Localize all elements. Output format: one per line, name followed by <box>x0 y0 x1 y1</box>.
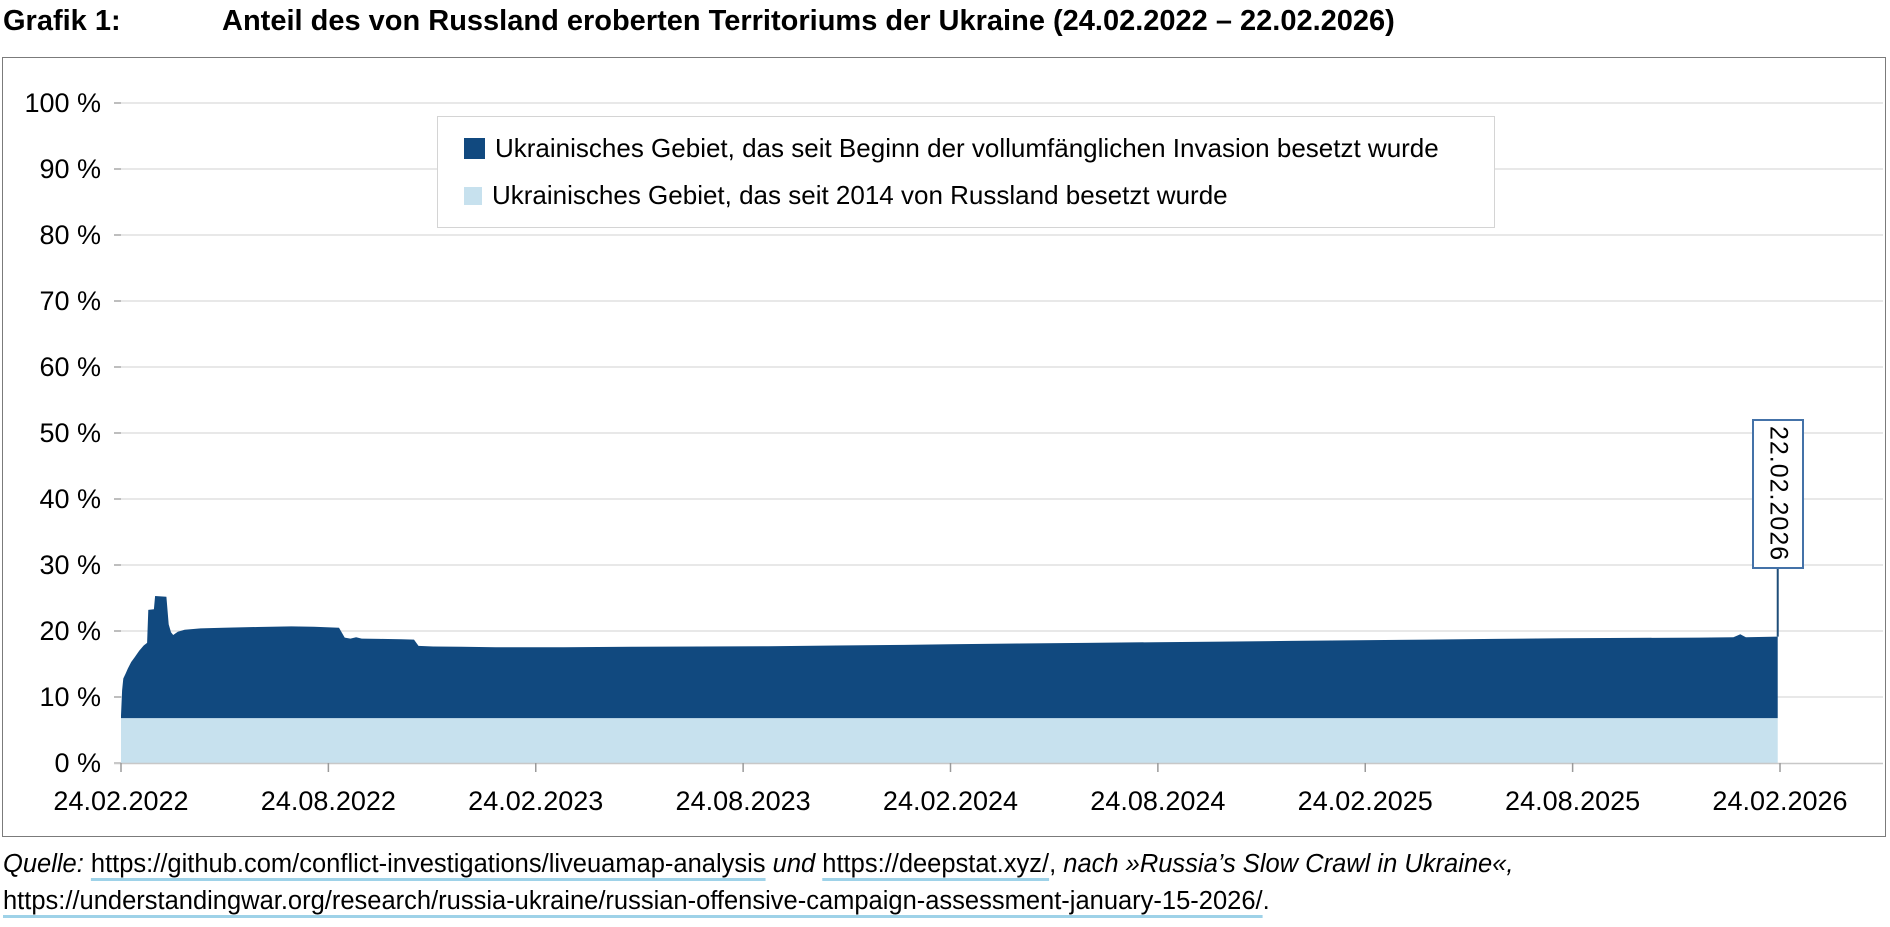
chart-plot: 24.02.2022 24.08.2022 24.02.2023 24.08.2023… <box>24 88 1883 816</box>
y-tick-label: 20 % <box>39 616 101 646</box>
chart-frame: 24.02.2022 24.08.2022 24.02.2023 24.08.2023… <box>2 57 1886 837</box>
area-occupied-since-invasion <box>121 596 1778 719</box>
source-link-deepstat[interactable]: https://deepstat.xyz/ <box>822 850 1050 878</box>
y-tick-label: 100 % <box>24 88 101 118</box>
end-date-annotation: 22.02.2026 <box>1752 419 1804 569</box>
x-tick-label: 24.02.2022 <box>53 786 188 816</box>
legend-swatch-light-blue <box>464 186 482 205</box>
area-occupied-since-2014 <box>121 718 1778 763</box>
y-tick-label: 70 % <box>39 286 101 316</box>
source-conjunction: und <box>772 850 816 878</box>
source-prefix: Quelle: <box>3 850 84 878</box>
x-tick-label: 24.02.2025 <box>1298 786 1433 816</box>
source-terminator: . <box>1262 887 1270 915</box>
y-tick-label: 40 % <box>39 484 101 514</box>
y-tick-label: 30 % <box>39 550 101 580</box>
chart-title: Grafik 1: Anteil des von Russland erobert… <box>3 5 1395 38</box>
y-tick-label: 10 % <box>39 682 101 712</box>
legend-item-invasion: Ukrainisches Gebiet, das seit Beginn der… <box>464 133 1494 164</box>
legend-label: Ukrainisches Gebiet, das seit Beginn der… <box>495 133 1439 163</box>
y-tick-label: 0 % <box>54 748 101 778</box>
x-tick-label: 24.02.2023 <box>468 786 603 816</box>
legend-swatch-dark-blue <box>464 138 485 159</box>
source-note: Quelle: https://github.com/conflict-inve… <box>3 846 1887 920</box>
y-tick-label: 80 % <box>39 220 101 250</box>
chart-title-label: Grafik 1: <box>3 5 121 37</box>
chart-title-text: Anteil des von Russland eroberten Territ… <box>222 5 1395 37</box>
source-separator: , <box>1049 850 1057 878</box>
x-tick-label: 24.08.2025 <box>1505 786 1640 816</box>
source-link-github[interactable]: https://github.com/conflict-investigatio… <box>90 850 766 878</box>
legend-item-2014: Ukrainisches Gebiet, das seit 2014 von R… <box>464 180 1494 211</box>
legend-label: Ukrainisches Gebiet, das seit 2014 von R… <box>492 180 1228 210</box>
y-tick-label: 60 % <box>39 352 101 382</box>
source-link-isw[interactable]: https://understandingwar.org/research/ru… <box>3 887 1263 915</box>
source-reference: nach »Russia’s Slow Crawl in Ukraine«, <box>1063 850 1514 878</box>
y-tick-label: 50 % <box>39 418 101 448</box>
end-date-annotation-label: 22.02.2026 <box>1764 426 1793 562</box>
x-tick-label: 24.08.2024 <box>1090 786 1225 816</box>
x-tick-label: 24.08.2023 <box>676 786 811 816</box>
x-tick-label: 24.02.2024 <box>883 786 1018 816</box>
x-tick-label: 24.02.2026 <box>1712 786 1847 816</box>
y-tick-label: 90 % <box>39 154 101 184</box>
x-tick-label: 24.08.2022 <box>261 786 396 816</box>
chart-legend: Ukrainisches Gebiet, das seit Beginn der… <box>437 116 1495 228</box>
